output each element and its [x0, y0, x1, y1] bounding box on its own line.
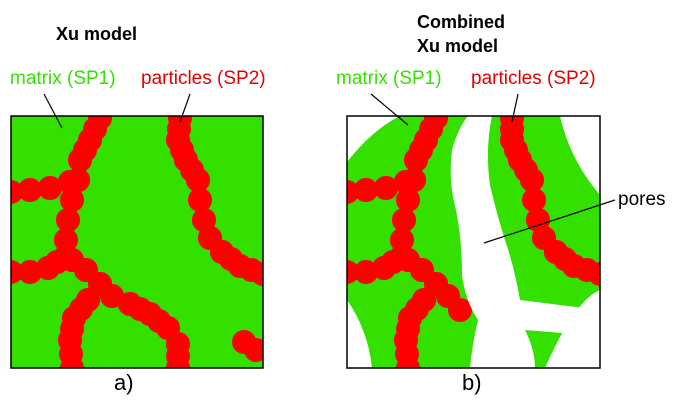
particle [402, 168, 426, 192]
particle [68, 148, 92, 172]
particle [374, 176, 398, 200]
panel-b-matrix-label: matrix (SP1) [336, 68, 442, 89]
pore-top-left [347, 116, 400, 162]
pore-bottom-left [347, 300, 372, 368]
particle [188, 188, 212, 212]
panel-b-particles-label: particles (SP2) [471, 68, 596, 89]
particle [588, 262, 600, 286]
particle [60, 188, 84, 212]
leader-a-matrix [43, 93, 63, 129]
particle [396, 188, 420, 212]
leader-b-matrix [370, 93, 409, 126]
panel-a-particle-chains [11, 116, 263, 368]
particle [38, 176, 62, 200]
particle [404, 148, 428, 172]
particle [66, 168, 90, 192]
pore-top-right [560, 116, 600, 195]
panel-a-caption: a) [114, 370, 134, 395]
particle [54, 244, 78, 268]
particle [522, 188, 546, 212]
particle [448, 298, 472, 322]
panel-a-microstructure [10, 115, 264, 369]
particle [56, 208, 80, 232]
particle [251, 262, 263, 286]
particle [60, 356, 84, 368]
particle [390, 244, 414, 268]
particle [396, 356, 420, 368]
panel-b-caption: b) [462, 370, 482, 395]
panel-a-matrix-label: matrix (SP1) [10, 68, 116, 89]
particle [186, 168, 210, 192]
panel-b-microstructure [346, 115, 601, 369]
particle [354, 178, 378, 202]
particle [18, 260, 42, 284]
pore-main-channel [450, 116, 600, 368]
particle [244, 338, 263, 362]
particle [166, 356, 190, 368]
particle [520, 168, 544, 192]
panel-b-pores [347, 116, 600, 368]
panel-a-border [10, 115, 264, 369]
particle [392, 208, 416, 232]
leader-b-pores [483, 199, 616, 244]
panel-a-title: Xu model [56, 24, 138, 44]
particle [354, 260, 378, 284]
panel-b-border [346, 115, 601, 369]
particle [18, 178, 42, 202]
panel-b-particle-chains [347, 116, 600, 368]
leader-b-particles [511, 93, 519, 123]
panel-b-pores-label: pores [618, 189, 666, 210]
panel-b-title-line1: Combined [417, 12, 505, 32]
panel-b-title-line2: Xu model [417, 36, 499, 56]
panel-a-particles-label: particles (SP2) [141, 68, 266, 89]
leader-a-particles [179, 93, 191, 123]
